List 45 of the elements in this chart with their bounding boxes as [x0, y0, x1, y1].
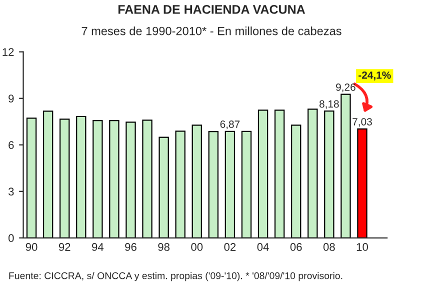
- x-tick-label: 94: [92, 243, 104, 251]
- x-tick-label: 90: [26, 243, 38, 251]
- data-label: 7,03: [352, 118, 372, 127]
- bar: [26, 118, 37, 238]
- bar: [192, 124, 202, 238]
- bar: [142, 120, 152, 238]
- bar: [126, 122, 136, 238]
- bar: [291, 124, 302, 238]
- bar: [274, 110, 285, 238]
- x-tick-label: 00: [191, 243, 203, 251]
- bar: [42, 110, 54, 238]
- bar: [60, 118, 70, 238]
- bar: [208, 130, 219, 238]
- bar: [175, 130, 186, 238]
- x-tick-label: 92: [58, 243, 70, 251]
- y-tick-label: 3: [8, 188, 14, 196]
- bar: [158, 136, 169, 238]
- x-tick-label: 98: [158, 243, 170, 251]
- data-label: 8,18: [319, 100, 339, 109]
- x-tick-label: 08: [323, 243, 335, 251]
- bar: [109, 120, 120, 238]
- y-tick-label: 6: [8, 141, 14, 150]
- x-tick-label: 06: [290, 243, 302, 251]
- x-tick-label: 04: [257, 243, 269, 251]
- bar: [308, 108, 318, 238]
- source-note: Fuente: CICCRA, s/ ONCCA y estim. propias ('09-'10). * '08/'09/'10 provisorio.: [9, 272, 342, 282]
- bar: [224, 130, 236, 238]
- bar: [324, 110, 334, 238]
- annotation: -24,1%: [358, 71, 391, 80]
- data-label: 6,87: [220, 120, 240, 130]
- bar: [92, 120, 103, 238]
- bar: [357, 128, 368, 238]
- chart-subtitle: 7 meses de 1990-2010* - En millones de cabezas: [82, 26, 342, 36]
- bar: [241, 130, 252, 238]
- bar: [76, 116, 86, 238]
- y-tick-label: 0: [8, 234, 14, 242]
- bar: [340, 94, 351, 238]
- x-tick-label: 02: [224, 243, 236, 251]
- y-tick-label: 12: [2, 48, 14, 56]
- x-tick-label: 96: [125, 243, 136, 251]
- y-tick-label: 9: [8, 94, 14, 102]
- data-label: 9,26: [336, 84, 356, 92]
- chart-title: FAENA DE HACIENDA VACUNA: [118, 4, 306, 14]
- x-tick-label: 10: [356, 243, 368, 251]
- bar: [258, 110, 268, 238]
